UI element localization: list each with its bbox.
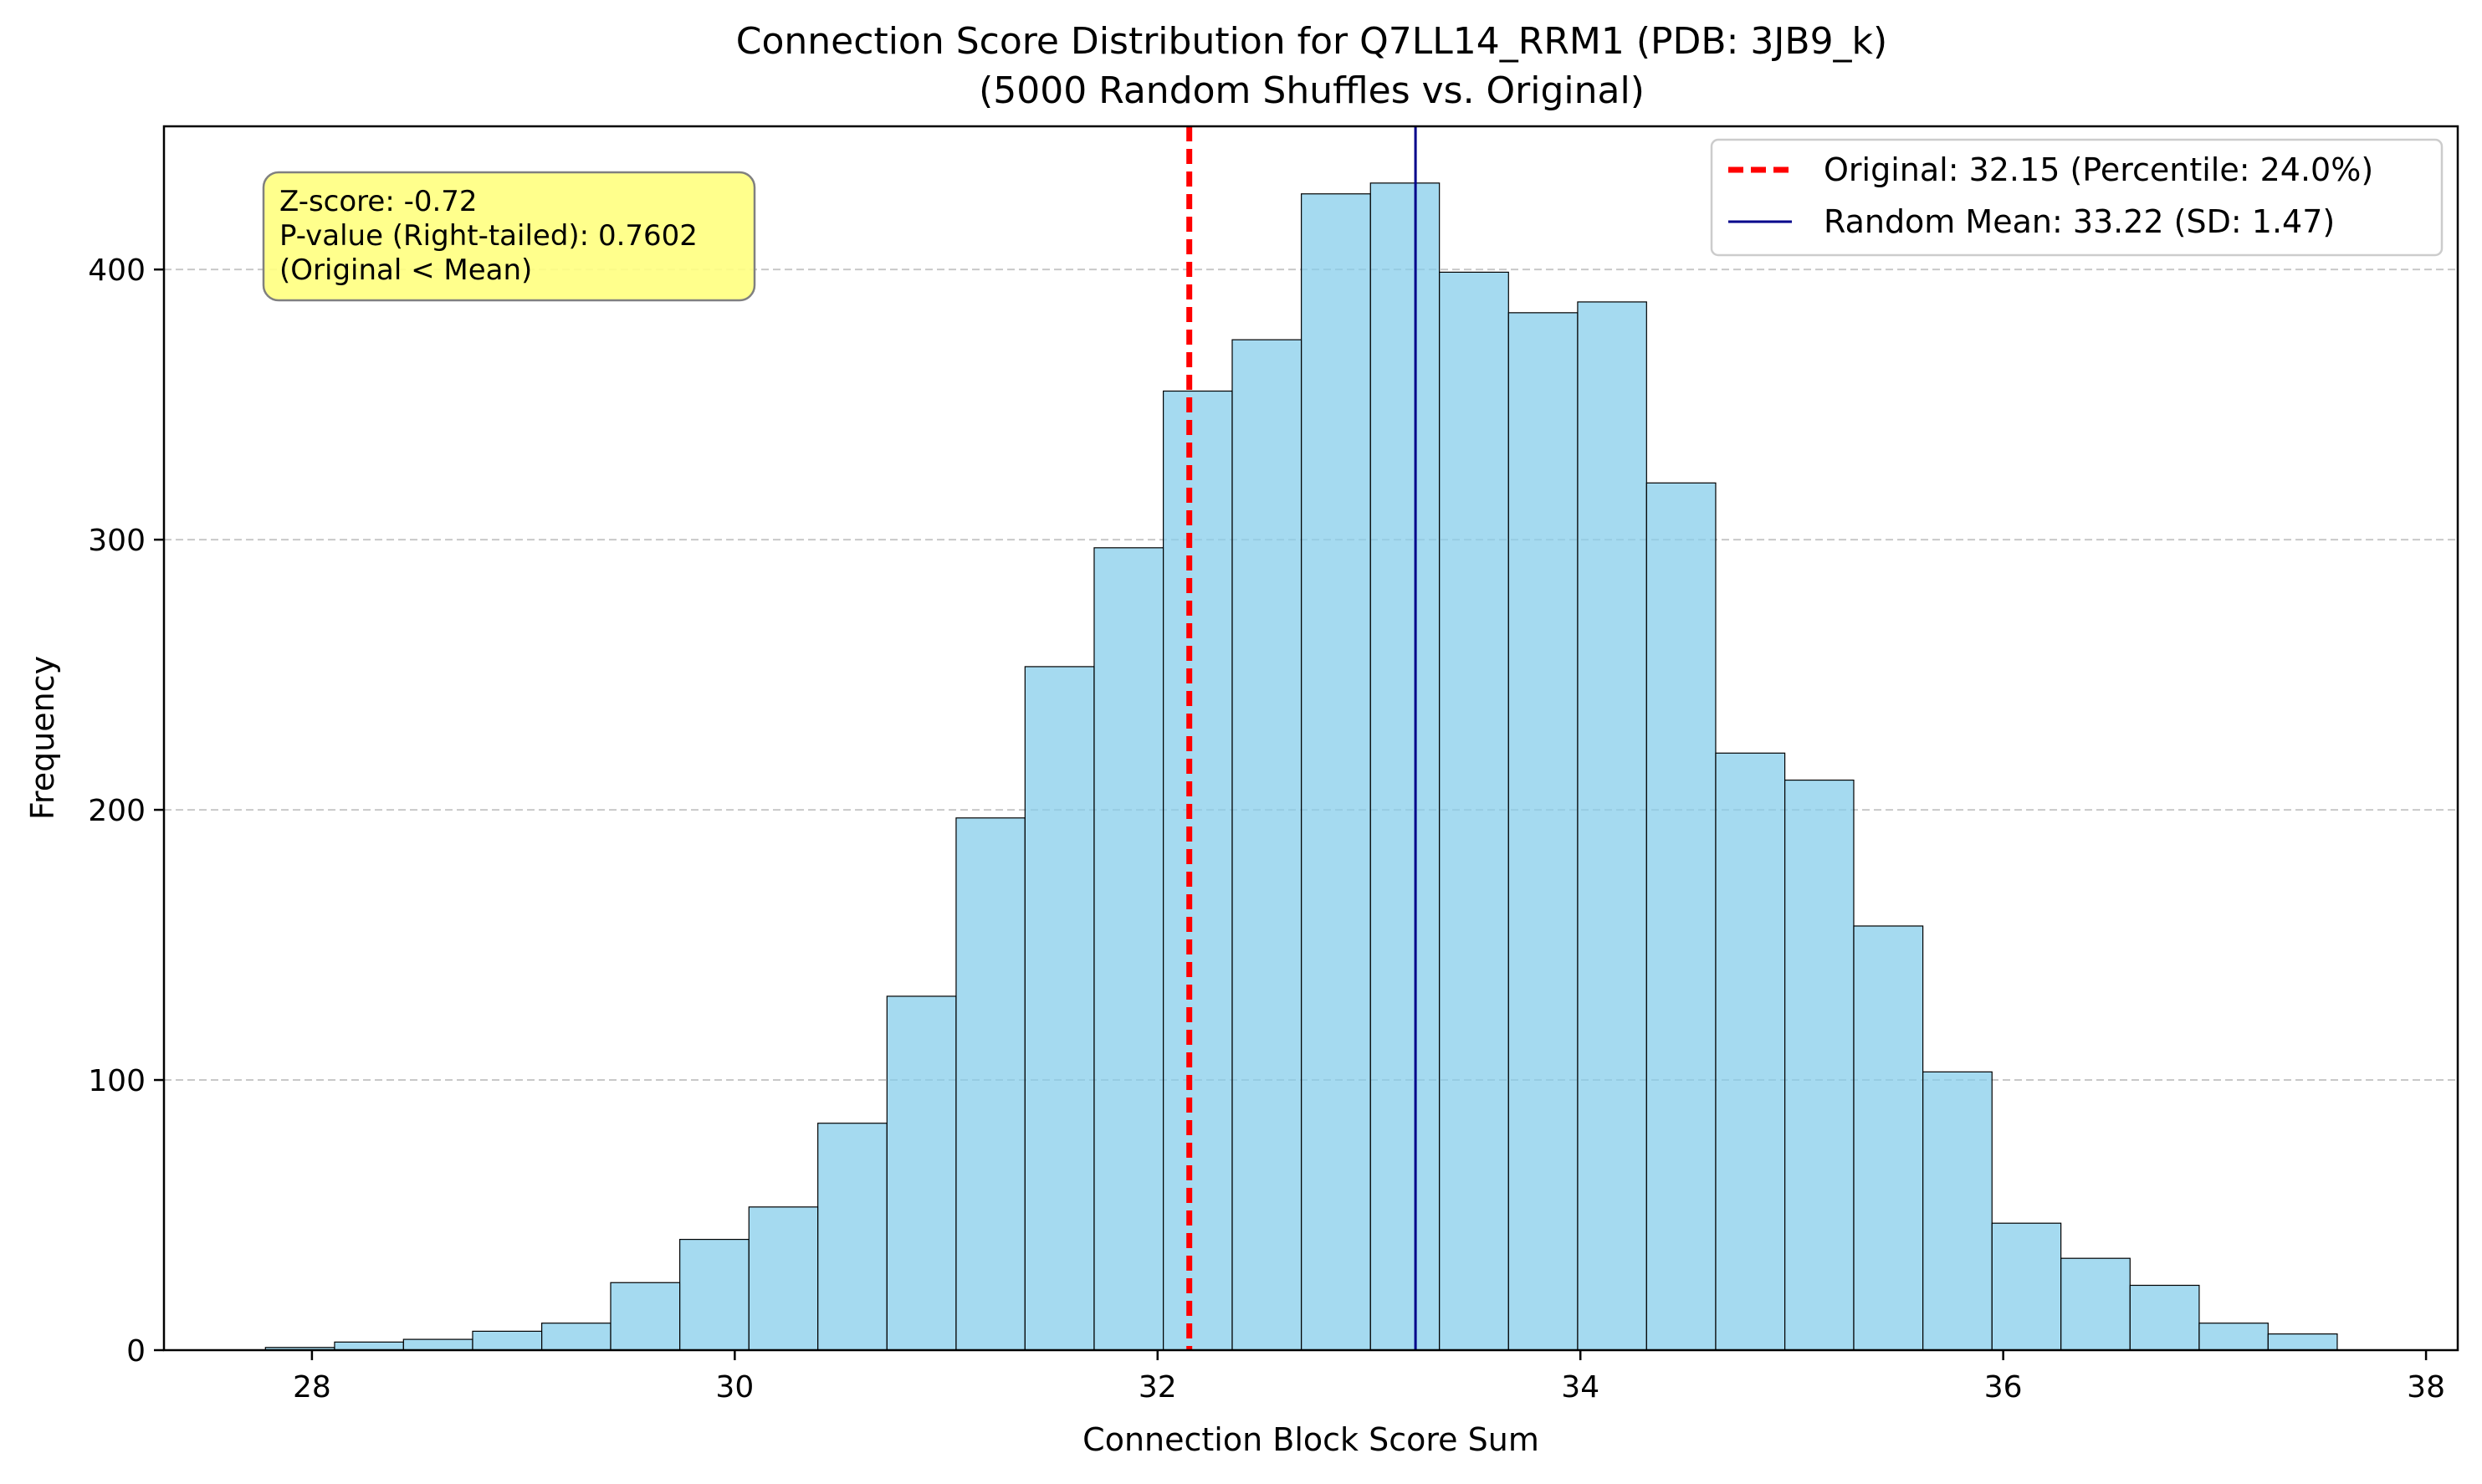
y-tick-label-2: 200 — [88, 794, 146, 828]
histogram-bar-3 — [472, 1330, 543, 1351]
histogram-bar-24 — [1922, 1071, 1993, 1351]
histogram-bar-17 — [1439, 271, 1509, 1351]
annotation-zscore: Z-score: -0.72 — [279, 185, 478, 218]
annotation-direction: (Original < Mean) — [279, 253, 532, 287]
histogram-bar-21 — [1715, 752, 1786, 1351]
histogram-bar-16 — [1369, 182, 1441, 1351]
y-tick-label-3: 300 — [88, 524, 146, 558]
chart-title-line2: (5000 Random Shuffles vs. Original) — [979, 69, 1645, 112]
histogram-bar-19 — [1577, 301, 1647, 1351]
histogram-bar-22 — [1783, 779, 1855, 1351]
histogram-bar-20 — [1645, 482, 1717, 1351]
y-tick-label-1: 100 — [88, 1064, 146, 1098]
x-axis-label: Connection Block Score Sum — [1082, 1421, 1539, 1458]
x-tick-label-4: 36 — [1984, 1370, 2023, 1405]
plot-frame — [162, 125, 2459, 1352]
histogram-bar-2 — [402, 1338, 473, 1351]
histogram-bar-14 — [1231, 339, 1302, 1351]
legend-original-label: Original: 32.15 (Percentile: 24.0%) — [1824, 151, 2373, 188]
histogram-bar-25 — [1991, 1222, 2062, 1351]
histogram-bar-8 — [817, 1123, 888, 1351]
annotation-background — [262, 171, 756, 302]
histogram-bar-26 — [2060, 1257, 2131, 1351]
histogram-bar-29 — [2267, 1333, 2338, 1351]
histogram-bar-18 — [1507, 312, 1579, 1351]
histogram-bar-10 — [955, 817, 1026, 1351]
x-tick-label-2: 32 — [1139, 1370, 1177, 1405]
x-tick-label-0: 28 — [293, 1370, 331, 1405]
reference-lines — [1186, 126, 1417, 1350]
legend: Original: 32.15 (Percentile: 24.0%) Rand… — [1710, 138, 2444, 257]
legend-mean-label: Random Mean: 33.22 (SD: 1.47) — [1824, 203, 2335, 240]
y-tick-label-4: 400 — [88, 253, 146, 288]
histogram-bar-1 — [334, 1341, 404, 1351]
legend-frame — [1710, 138, 2444, 257]
histogram-bars — [264, 182, 2338, 1351]
histogram-bar-9 — [886, 995, 957, 1351]
histogram-bar-11 — [1024, 666, 1095, 1351]
histogram-bar-23 — [1853, 925, 1924, 1351]
y-axis-ticks: 0 100 200 300 400 — [88, 253, 164, 1369]
histogram-bar-13 — [1163, 390, 1233, 1351]
y-axis-label: Frequency — [24, 656, 61, 820]
x-tick-label-5: 38 — [2407, 1370, 2445, 1405]
histogram-bar-4 — [541, 1323, 612, 1351]
histogram-bar-12 — [1093, 547, 1164, 1351]
x-tick-label-1: 30 — [715, 1370, 754, 1405]
histogram-bar-6 — [679, 1238, 750, 1351]
histogram-bar-7 — [748, 1206, 819, 1351]
y-tick-label-0: 0 — [126, 1334, 146, 1369]
histogram-bar-28 — [2198, 1323, 2269, 1351]
x-tick-label-3: 34 — [1561, 1370, 1599, 1405]
histogram-bar-27 — [2129, 1284, 2200, 1351]
histogram-bar-5 — [610, 1282, 681, 1351]
x-axis-ticks: 28 30 32 34 36 38 — [293, 1350, 2445, 1405]
annotation-pvalue: P-value (Right-tailed): 0.7602 — [279, 219, 698, 253]
chart-title-line1: Connection Score Distribution for Q7LL14… — [736, 20, 1887, 63]
histogram-bar-15 — [1301, 193, 1371, 1351]
annotation-box: Z-score: -0.72 P-value (Right-tailed): 0… — [262, 171, 756, 302]
